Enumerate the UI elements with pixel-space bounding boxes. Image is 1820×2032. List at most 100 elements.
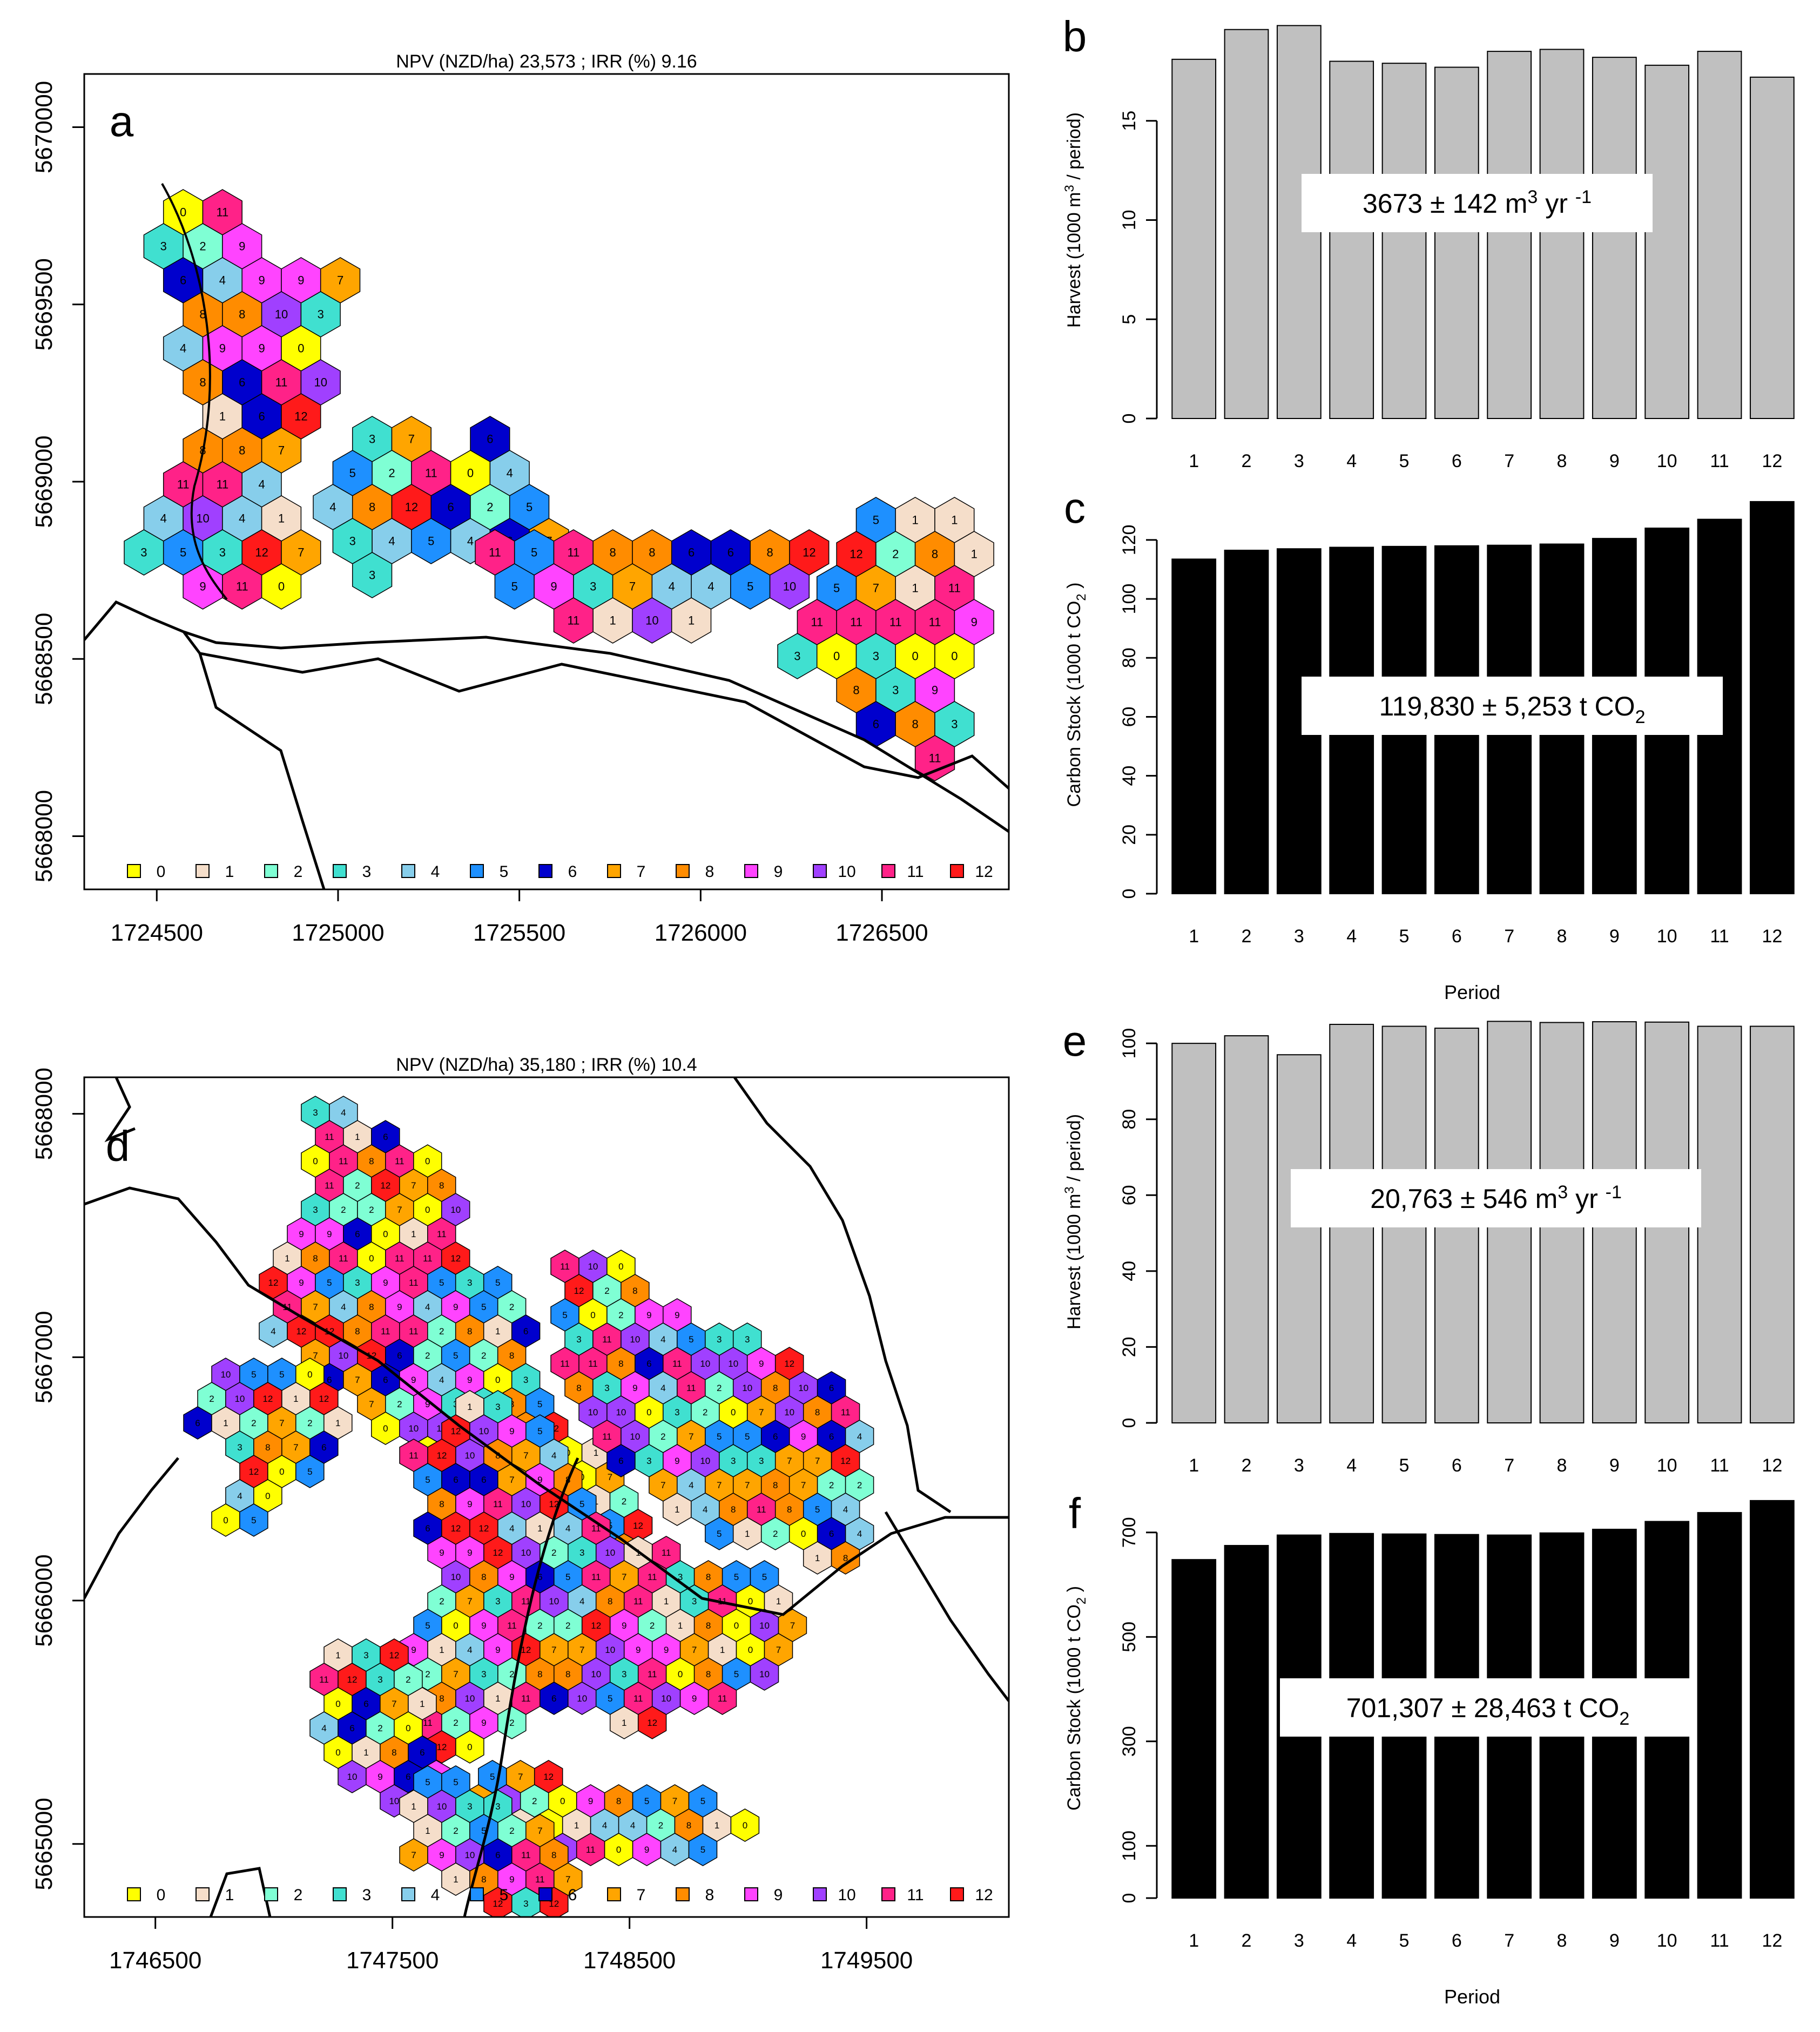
hex-cell-label: 11	[567, 546, 579, 559]
hex-cell-label: 8	[439, 1499, 444, 1509]
hex-cell-label: 7	[660, 1480, 665, 1490]
hex-cell-label: 7	[411, 1180, 416, 1191]
hex-cell-label: 12	[319, 1394, 329, 1404]
hex-cell	[730, 1808, 760, 1842]
legend-swatch	[196, 864, 210, 878]
hex-cell-label: 8	[265, 1442, 270, 1453]
bar	[1539, 49, 1585, 419]
hex-cell-label: 9	[453, 1302, 458, 1312]
hex-cell-label: 1	[720, 1645, 725, 1655]
annotation-box	[1302, 677, 1723, 735]
hex-cell-label: 5	[815, 1504, 820, 1515]
bar	[1592, 57, 1637, 419]
hex-cell-label: 3	[523, 1375, 528, 1385]
hex-cell	[637, 1706, 667, 1739]
hex-cell-label: 11	[507, 1621, 517, 1631]
hex-cell-label: 7	[608, 1472, 612, 1482]
legend-label: 0	[157, 863, 166, 881]
hex-cell-label: 10	[521, 1548, 531, 1558]
bar	[1381, 63, 1427, 420]
hex-cell-label: 8	[773, 1383, 778, 1393]
hex-cell-label: 5	[762, 1572, 767, 1582]
hex-cell-label: 7	[579, 1645, 584, 1655]
hex-cell-label: 7	[672, 1796, 677, 1806]
hex-cell-label: 10	[275, 308, 288, 321]
map-d-river-main	[463, 1457, 579, 1917]
hex-cell-label: 9	[759, 1359, 764, 1369]
x-tick-label: 12	[1762, 1455, 1782, 1476]
hex-cell-label: 10	[645, 614, 658, 627]
hex-cell-label: 8	[313, 1253, 318, 1264]
hex-cell-label: 1	[664, 1596, 669, 1606]
map-a-y-axis: 5668000 5668500 5669000 5669500 5670000	[31, 81, 84, 882]
hex-cell-label: 9	[664, 1645, 669, 1655]
hex-cell-label: 9	[258, 274, 265, 287]
x-tick-label: 9	[1609, 926, 1620, 947]
hex-cell-label: 0	[223, 1515, 228, 1525]
x-tick-label: 7	[1504, 926, 1514, 947]
x-tick-label: 1749500	[820, 1947, 913, 1974]
hex-cell-label: 1	[453, 1874, 458, 1885]
hex-cell-label: 0	[467, 467, 474, 480]
hex-cell-label: 11	[521, 1596, 531, 1606]
hex-cell-label: 11	[850, 616, 862, 629]
hex-cell-label: 8	[815, 1407, 820, 1417]
hex-cell-label: 7	[408, 433, 415, 446]
hex-cell-label: 3	[313, 1108, 318, 1118]
hex-cell	[352, 552, 393, 598]
hex-cell-label: 0	[279, 1467, 284, 1477]
hex-cell-label: 11	[535, 1874, 545, 1885]
hex-cell-label: 10	[588, 1261, 598, 1272]
hex-cell-label: 10	[464, 1450, 475, 1461]
hex-cell-label: 12	[850, 548, 862, 561]
legend-swatch	[744, 864, 758, 878]
hex-cell-label: 2	[481, 1351, 486, 1361]
hex-cell-label: 4	[507, 467, 513, 480]
legend-label: 3	[362, 1886, 372, 1904]
y-tick-label: 5670000	[31, 81, 57, 173]
hex-cell-label: 6	[420, 1747, 424, 1758]
hex-cell-label: 10	[347, 1772, 358, 1782]
y-tick-label: 5668000	[31, 1068, 57, 1160]
hex-cell-label: 10	[700, 1456, 710, 1466]
x-tick-label: 7	[1504, 1455, 1514, 1476]
hex-cell-label: 5	[439, 1278, 444, 1288]
hex-cell-label: 11	[567, 614, 579, 627]
hex-cell-label: 5	[745, 1432, 750, 1442]
hex-cell-label: 7	[759, 1407, 764, 1417]
legend-label: 4	[431, 863, 440, 881]
hex-cell-label: 9	[467, 1375, 472, 1385]
hex-cell-label: 4	[160, 512, 167, 525]
hex-cell-label: 1	[951, 514, 958, 527]
legend-label: 2	[294, 1886, 303, 1904]
hex-cell-label: 11	[633, 1693, 643, 1704]
hex-cell-label: 2	[773, 1529, 778, 1539]
hex-cell-label: 6	[383, 1375, 388, 1385]
hex-cell-label: 4	[509, 1523, 514, 1534]
map-d-stream-line	[84, 1457, 179, 1599]
hex-cell-label: 5	[425, 1475, 430, 1485]
legend-label: 7	[637, 1886, 646, 1904]
annotation-text: 3673 ± 142 m3 yr -1	[1363, 187, 1592, 219]
hex-cell-label: 3	[692, 1596, 697, 1606]
hex-cell-label: 12	[248, 1467, 259, 1477]
hex-cell-label: 2	[453, 1826, 458, 1836]
hex-cell-label: 8	[369, 1156, 374, 1166]
y-tick-label: 0	[1119, 1418, 1140, 1428]
hex-cell-label: 7	[622, 1572, 626, 1582]
hex-cell-label: 12	[405, 501, 418, 514]
bar	[1224, 1545, 1269, 1899]
x-tick-label: 1725500	[473, 920, 565, 946]
hex-cell-label: 4	[180, 342, 186, 355]
hex-cell-label: 3	[622, 1669, 626, 1679]
hex-cell-label: 10	[577, 1693, 587, 1704]
hex-cell-label: 10	[464, 1850, 475, 1860]
hex-cell-label: 10	[759, 1669, 770, 1679]
legend-swatch	[196, 1887, 210, 1901]
hex-cell-label: 2	[622, 1496, 626, 1507]
hex-cell-label: 8	[912, 718, 918, 731]
hex-cell-label: 7	[278, 444, 285, 457]
hex-cell-label: 6	[195, 1418, 200, 1428]
hex-cell-label: 7	[717, 1480, 722, 1490]
hex-cell-label: 2	[509, 1669, 514, 1679]
